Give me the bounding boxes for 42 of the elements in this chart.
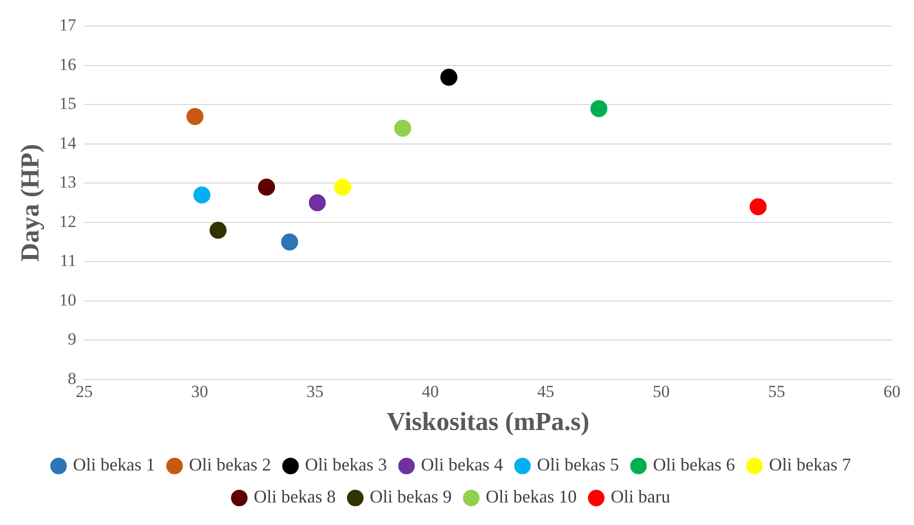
legend-label: Oli bekas 7 [768, 454, 851, 475]
point [590, 100, 608, 118]
legend-label: Oli bekas 6 [652, 454, 735, 475]
point [281, 234, 298, 251]
legend-label: Oli bekas 2 [189, 454, 272, 475]
x-tick-label: 30 [191, 382, 208, 402]
point [186, 108, 204, 125]
y-tick-label: 10 [59, 290, 76, 310]
point [334, 178, 352, 196]
y-tick-label: 15 [59, 94, 76, 114]
point [210, 222, 227, 239]
legend-label: Oli baru [610, 486, 670, 507]
legend-label: Oli bekas 1 [73, 454, 156, 475]
y-tick-label: 16 [59, 54, 76, 74]
point [394, 120, 412, 137]
x-tick-label: 45 [537, 382, 554, 402]
point [440, 68, 458, 86]
y-tick-label: 13 [59, 172, 76, 192]
legend-label: Oli bekas 5 [536, 454, 619, 475]
legend-label: Oli bekas 10 [486, 486, 577, 507]
y-tick-label: 14 [59, 133, 77, 152]
legend-label: Oli bekas 3 [305, 454, 388, 475]
y-tick-label: 8 [68, 368, 76, 388]
x-tick-label: 55 [768, 382, 786, 402]
y-axis-title: Daya (HP) [15, 144, 44, 262]
x-tick-label: 25 [76, 382, 93, 402]
point [258, 178, 276, 196]
x-axis-title: Viskositas (mPa.s) [386, 407, 590, 436]
legend-label: Oli bekas 8 [254, 486, 336, 507]
y-tick-label: 17 [59, 16, 77, 35]
y-tick-label: 12 [59, 212, 76, 231]
y-tick-label: 11 [60, 251, 76, 270]
y-tick-label: 9 [68, 330, 76, 349]
x-tick-label: 40 [422, 382, 439, 402]
point [750, 198, 767, 216]
x-tick-label: 50 [652, 382, 670, 402]
point [308, 194, 326, 212]
x-tick-label: 60 [884, 382, 900, 402]
legend-label: Oli bekas 4 [421, 454, 503, 475]
x-tick-label: 35 [306, 382, 324, 402]
legend-label: Oli bekas 9 [370, 486, 452, 507]
point [193, 186, 210, 204]
